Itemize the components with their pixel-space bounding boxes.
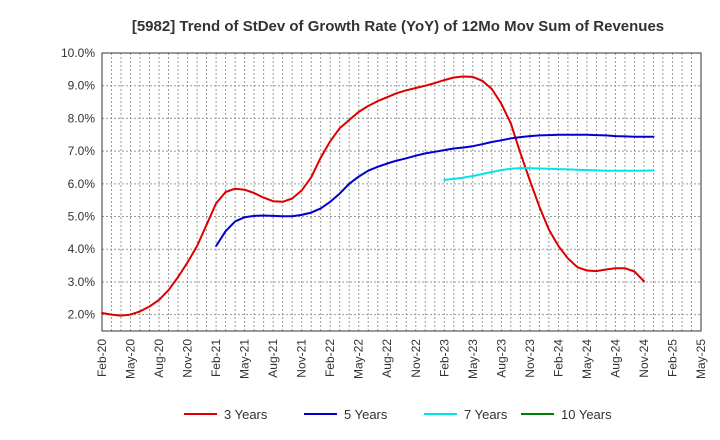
x-tick-label: Aug-22: [380, 339, 394, 378]
x-tick-label: Nov-20: [181, 339, 195, 378]
x-tick-label: May-20: [124, 339, 138, 379]
x-tick-label: Nov-23: [523, 339, 537, 378]
x-tick-label: Feb-20: [95, 339, 109, 377]
x-tick-label: Feb-24: [551, 339, 565, 377]
series-line-7-years: [443, 167, 655, 181]
axes: 2.0% 3.0% 4.0% 5.0% 6.0% 7.0% 8.0% 9.0% 10.0% Feb…: [61, 46, 708, 379]
y-tick-label: 7.0%: [68, 144, 96, 158]
x-tick-label: Nov-21: [295, 339, 309, 378]
x-tick-label: Nov-22: [409, 339, 423, 378]
legend: 3 Years 5 Years 7 Years 10 Years: [184, 407, 612, 422]
y-tick-label: 3.0%: [68, 275, 96, 289]
series-line-3-years: [101, 75, 645, 317]
x-tick-label: Feb-25: [665, 339, 679, 377]
x-tick-label: Aug-21: [266, 339, 280, 378]
x-tick-label: Aug-20: [152, 339, 166, 378]
x-tick-label: May-21: [238, 339, 252, 379]
legend-label-10-years: 10 Years: [561, 407, 612, 422]
x-tick-label: Feb-21: [209, 339, 223, 377]
x-tick-label: Nov-24: [637, 339, 651, 378]
x-tick-label: May-25: [694, 339, 708, 379]
y-tick-label: 8.0%: [68, 111, 96, 125]
x-tick-label: Feb-22: [323, 339, 337, 377]
legend-label-3-years: 3 Years: [224, 407, 268, 422]
y-tick-label: 6.0%: [68, 177, 96, 191]
x-tick-label: Aug-23: [494, 339, 508, 378]
legend-label-5-years: 5 Years: [344, 407, 388, 422]
x-tick-label: Feb-23: [437, 339, 451, 377]
y-tick-label: 4.0%: [68, 242, 96, 256]
y-tick-label: 5.0%: [68, 210, 96, 224]
x-tick-label: May-23: [466, 339, 480, 379]
plot-area: [102, 53, 701, 331]
series-group: [101, 75, 655, 317]
legend-label-7-years: 7 Years: [464, 407, 508, 422]
y-tick-label: 2.0%: [68, 308, 96, 322]
plot-border: [101, 52, 702, 332]
y-tick-label: 10.0%: [61, 46, 95, 60]
y-tick-label: 9.0%: [68, 79, 96, 93]
x-tick-label: May-24: [580, 339, 594, 379]
series-line-5-years: [215, 133, 655, 247]
x-tick-label: Aug-24: [608, 339, 622, 378]
x-tick-label: May-22: [352, 339, 366, 379]
chart-title: [5982] Trend of StDev of Growth Rate (Yo…: [132, 18, 664, 35]
